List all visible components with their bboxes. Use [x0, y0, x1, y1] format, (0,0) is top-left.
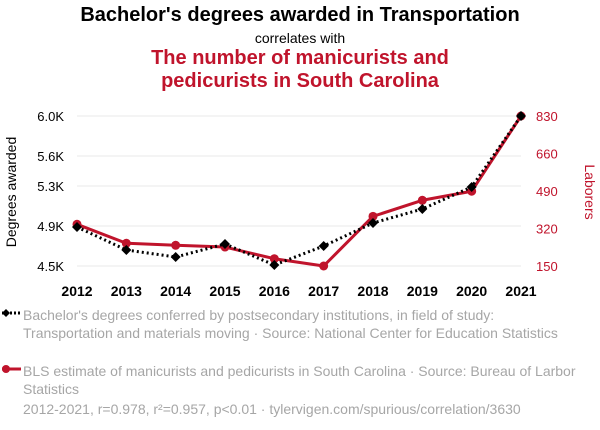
series-1-point [121, 245, 132, 255]
x-tick-label: 2020 [456, 283, 487, 299]
series-1-point [318, 241, 329, 251]
y-right-tick-label: 830 [536, 109, 558, 124]
y-left-tick-label: 6.0K [37, 109, 64, 124]
series-1-point [417, 204, 428, 214]
chart-subtitle: The number of manicurists and pedicurist… [0, 47, 600, 93]
chart-subtitle-line-2: pedicurists in South Carolina [161, 70, 439, 92]
series-2-point [121, 238, 131, 248]
series-1-point [269, 260, 280, 270]
series-1-line [76, 115, 523, 267]
legend-marker-series-1 [2, 309, 21, 317]
x-tick-label: 2017 [308, 283, 339, 299]
series-2-point [269, 254, 279, 264]
y-right-tick-label: 320 [536, 222, 558, 237]
y-left-tick-label: 5.6K [37, 149, 64, 164]
series-1-point [466, 182, 477, 192]
series-2-point [319, 261, 329, 271]
series-1-point [220, 239, 230, 249]
line-chart: 4.5K 4.9K 5.3K 5.6K 6.0K 150 320 490 660 830 2012 2… [3, 109, 598, 299]
legend-series-1: Bachelor's degrees conferred by postseco… [23, 307, 558, 341]
series-1-point [170, 252, 181, 262]
x-tick-label: 2019 [407, 283, 438, 299]
series-1-point [516, 111, 526, 121]
x-tick-label: 2015 [209, 283, 240, 299]
chart-connector-text: correlates with [254, 30, 346, 46]
x-tick-label: 2018 [357, 283, 388, 299]
y-right-tick-label: 150 [536, 259, 558, 274]
y-left-axis-label: Degrees awarded [3, 137, 19, 248]
y-right-tick-label: 660 [536, 147, 558, 162]
x-tick-label: 2012 [61, 283, 92, 299]
legend-series-2: BLS estimate of manicurists and pedicuri… [23, 363, 576, 397]
y-left-tick-label: 4.9K [37, 219, 64, 234]
chart-subtitle-line-1: The number of manicurists and [151, 47, 449, 69]
series-2-point [368, 211, 378, 221]
x-tick-label: 2013 [111, 283, 142, 299]
chart-footer: 2012-2021, r=0.978, r²=0.957, p<0.01 · t… [23, 401, 521, 417]
legend-marker-series-2 [2, 365, 21, 373]
y-left-tick-label: 4.5K [37, 259, 64, 274]
x-tick-label: 2021 [505, 283, 536, 299]
series-2-point [171, 240, 181, 250]
series-1-point [368, 218, 378, 228]
y-right-axis-label: Laborers [582, 164, 598, 219]
y-right-tick-label: 490 [536, 184, 558, 199]
x-tick-label: 2014 [160, 283, 191, 299]
y-left-tick-label: 5.3K [37, 179, 64, 194]
chart-title: Bachelor's degrees awarded in Transporta… [80, 4, 520, 26]
x-tick-label: 2016 [259, 283, 290, 299]
series-2-line [76, 115, 523, 268]
series-2-point [417, 195, 427, 205]
series-1-point [72, 222, 82, 232]
